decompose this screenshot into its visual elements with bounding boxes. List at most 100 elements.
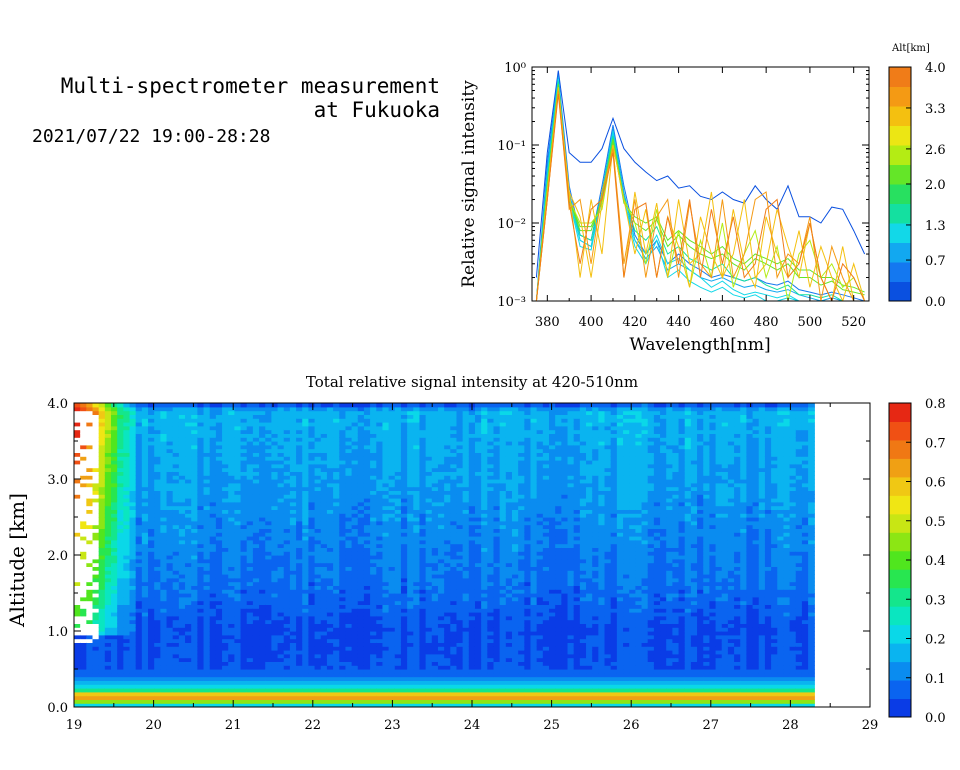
heatmap-cell [351, 452, 359, 457]
heatmap-cell [104, 543, 112, 548]
heatmap-cell [141, 581, 149, 586]
heatmap-cell [407, 486, 414, 491]
heatmap-cell [234, 623, 242, 628]
heatmap-cell [74, 555, 81, 560]
heatmap-cell [425, 467, 433, 472]
heatmap-cell [400, 406, 408, 412]
heatmap-cell [104, 460, 112, 465]
heatmap-cell [92, 520, 100, 526]
heatmap-cell [178, 422, 186, 427]
heatmap-cell [172, 672, 180, 678]
heatmap-cell [141, 509, 149, 514]
heatmap-cell [394, 676, 402, 681]
heatmap-cell [437, 661, 445, 666]
heatmap-cell [148, 665, 155, 670]
heatmap-cell [277, 486, 285, 491]
heatmap-cell [265, 501, 273, 507]
heatmap-cell [80, 479, 87, 484]
heatmap-cell [431, 577, 439, 583]
heatmap-cell [283, 433, 291, 438]
heatmap-cell [246, 509, 254, 514]
heatmap-cell [296, 528, 303, 533]
heatmap-cell [370, 653, 377, 659]
heatmap-cell [314, 479, 322, 484]
heatmap-cell [351, 422, 359, 427]
heatmap-cell [326, 501, 334, 507]
heatmap-cell [320, 612, 328, 617]
heatmap-cell [265, 543, 273, 548]
heatmap-cell [394, 406, 402, 412]
heatmap-title: Total relative signal intensity at 420-5… [306, 373, 638, 391]
heatmap-cell [129, 612, 137, 617]
heatmap-cell [419, 479, 427, 484]
heatmap-cell [277, 475, 285, 480]
heatmap-cell [111, 657, 118, 662]
heatmap-cell [314, 612, 322, 617]
heatmap-cell [215, 631, 223, 636]
heatmap-cell [425, 410, 433, 415]
heatmap-cell [302, 528, 310, 533]
heatmap-cell [228, 536, 235, 541]
heatmap-cell [320, 676, 328, 681]
heatmap-cell [240, 638, 248, 643]
heatmap-cell [308, 490, 316, 495]
heatmap-cell [178, 467, 186, 472]
heatmap-cell [154, 486, 161, 491]
heatmap-cell [326, 570, 334, 575]
heatmap-cell [166, 528, 174, 533]
heatmap-cell [191, 665, 198, 670]
heatmap-cell [246, 604, 254, 609]
heatmap-cell [277, 688, 285, 693]
heatmap-cell [203, 680, 211, 685]
heatmap-cell [252, 562, 260, 567]
heatmap-cell [197, 547, 205, 552]
heatmap-cell [363, 619, 371, 624]
heatmap-cell [141, 703, 149, 707]
heatmap-cell [302, 657, 310, 662]
heatmap-cell [370, 482, 377, 488]
heatmap-cell [154, 581, 161, 586]
heatmap-cell [431, 498, 439, 503]
heatmap-cell [104, 638, 112, 643]
heatmap-cell [240, 505, 248, 510]
heatmap-cell [302, 627, 310, 632]
heatmap-cell [154, 456, 161, 461]
heatmap-cell [326, 422, 334, 427]
heatmap-cell [154, 612, 161, 617]
heatmap-cell [314, 680, 322, 685]
heatmap-cell [283, 543, 291, 548]
heatmap-cell [370, 691, 377, 697]
heatmap-cell [74, 536, 81, 541]
heatmap-cell [98, 555, 106, 560]
heatmap-cell [289, 429, 297, 434]
heatmap-cell [185, 448, 192, 453]
heatmap-cell [111, 543, 118, 548]
heatmap-cell [203, 646, 211, 651]
heatmap-cell [215, 615, 223, 621]
heatmap-cell [160, 669, 168, 674]
heatmap-cell [191, 520, 198, 526]
heatmap-cell [320, 406, 328, 412]
heatmap-cell [246, 513, 254, 518]
heatmap-cell [419, 661, 427, 666]
heatmap-cell [185, 498, 192, 503]
heatmap-cell [185, 509, 192, 514]
heatmap-cell [197, 501, 205, 507]
heatmap-cell [209, 684, 217, 689]
heatmap-cell [252, 661, 260, 666]
heatmap-cell [296, 642, 303, 647]
heatmap-cell [203, 585, 211, 590]
heatmap-cell [363, 653, 371, 659]
heatmap-cell [123, 547, 131, 552]
heatmap-cell [339, 551, 347, 556]
heatmap-cell [92, 604, 100, 609]
heatmap-cell [160, 467, 168, 472]
heatmap-cell [191, 558, 198, 564]
heatmap-cell [296, 501, 303, 507]
heatmap-cell [80, 528, 87, 533]
heatmap-cell [394, 517, 402, 522]
heatmap-cell [129, 657, 137, 662]
heatmap-cell [370, 509, 377, 514]
heatmap-cell [92, 517, 100, 522]
heatmap-cell [289, 520, 297, 526]
